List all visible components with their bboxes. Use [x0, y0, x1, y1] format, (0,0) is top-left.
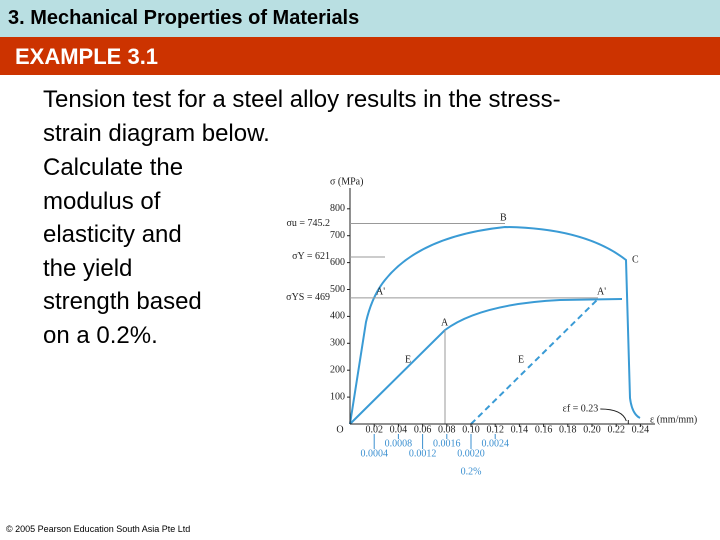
x-tick-label: 0.16 — [535, 424, 553, 435]
x2-tick-label: 0.0020 — [457, 448, 485, 459]
x-tick-label: 0.14 — [511, 424, 529, 435]
header-bar: 3. Mechanical Properties of Materials — [0, 0, 720, 37]
y-tick-label: 300 — [330, 338, 345, 349]
example-title: EXAMPLE 3.1 — [15, 44, 159, 69]
strain-pointer — [600, 408, 627, 422]
point-label: B — [500, 212, 507, 223]
x-tick-label: 0.02 — [365, 424, 383, 435]
x-tick-label: 0.20 — [583, 424, 601, 435]
text-line: the yield — [43, 254, 133, 282]
x2-tick-label: 0.0004 — [360, 448, 388, 459]
text-line: Calculate the — [43, 154, 184, 181]
y-tick-label: 800 — [330, 203, 345, 214]
strain-marker-label: εf = 0.23 — [563, 403, 599, 414]
point-label: A — [441, 317, 449, 328]
x-tick-label: 0.18 — [559, 424, 577, 435]
x-tick-label: 0.08 — [438, 424, 456, 435]
x-tick-label: 0.04 — [390, 424, 408, 435]
y-tick-label: 700 — [330, 230, 345, 241]
text-line: elasticity and — [43, 221, 182, 248]
example-bar: EXAMPLE 3.1 — [0, 37, 720, 75]
x2-tick-label: 0.0024 — [481, 438, 509, 449]
text-line: strength based — [43, 288, 202, 315]
point-label: E — [405, 354, 411, 365]
y-tick-label: 400 — [330, 311, 345, 322]
x-tick-label: 0.06 — [414, 424, 432, 435]
x-tick-label: 0.22 — [607, 424, 625, 435]
curves — [349, 225, 641, 425]
y-tick-label: 100 — [330, 391, 345, 402]
y-tick-label: 200 — [330, 364, 345, 375]
y-tick-label: 500 — [330, 284, 345, 295]
text-line: modulus of — [43, 187, 161, 215]
point-label: E — [518, 354, 524, 365]
point-label: C — [632, 254, 639, 265]
stress-marker-label: σu = 745.2 — [286, 218, 330, 229]
x2-tick-label: 0.0012 — [409, 448, 437, 459]
y-axis-label: σ (MPa) — [330, 176, 363, 187]
x2-tick-label: 0.0016 — [433, 438, 461, 449]
footer: © 2005 Pearson Education South Asia Pte … — [6, 524, 191, 534]
x2-note: 0.2% — [461, 466, 482, 477]
x2-tick-label: 0.0008 — [385, 438, 413, 449]
point-label: A' — [597, 286, 606, 297]
text-line: strain diagram below. — [43, 120, 270, 147]
section-title: 3. Mechanical Properties of Materials — [8, 7, 360, 29]
stress-marker-label: σYS = 469 — [286, 292, 330, 303]
x-tick-label: 0.10 — [462, 424, 480, 435]
origin-label: O — [336, 424, 343, 435]
curve-scaled — [349, 298, 623, 425]
curve — [349, 225, 641, 425]
text-line: on a 0.2%. — [43, 321, 158, 349]
x-axis-label: ε (mm/mm) — [650, 414, 697, 425]
stress-marker-label: σY = 621 — [292, 251, 330, 262]
y-tick-label: 600 — [330, 257, 345, 268]
x-tick-label: 0.24 — [632, 424, 650, 435]
point-label: A' — [376, 286, 385, 297]
x-tick-label: 0.12 — [486, 424, 504, 435]
text-line: Tension test for a steel alloy results i… — [43, 86, 561, 113]
